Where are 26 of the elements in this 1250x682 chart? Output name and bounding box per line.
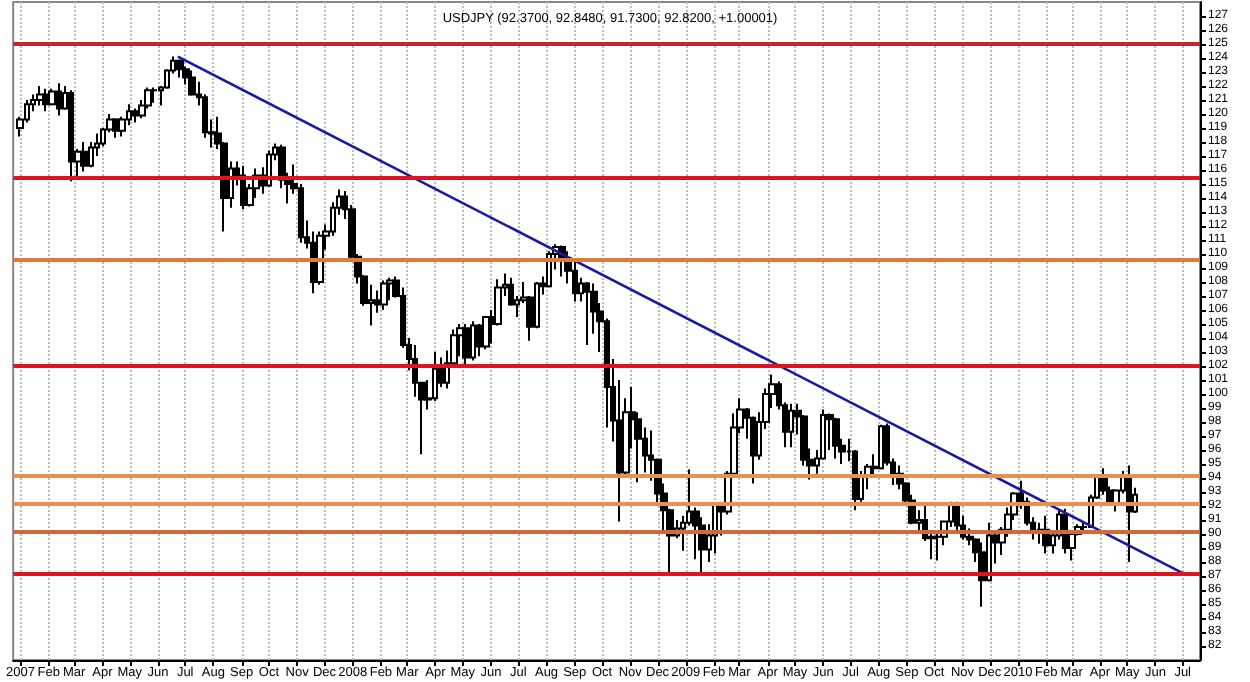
candlestick bbox=[150, 86, 158, 104]
candlestick bbox=[80, 141, 88, 173]
candlestick bbox=[462, 323, 470, 369]
candlestick bbox=[176, 58, 184, 79]
candlestick bbox=[36, 85, 44, 107]
candlestick bbox=[56, 82, 62, 117]
candlestick bbox=[316, 230, 324, 286]
candlestick bbox=[476, 323, 482, 358]
candlestick bbox=[386, 276, 394, 302]
candlestick bbox=[832, 416, 840, 460]
candlestick bbox=[68, 89, 74, 183]
candlestick bbox=[750, 415, 756, 485]
candlestick bbox=[368, 283, 374, 327]
candlestick bbox=[432, 351, 438, 402]
candlestick bbox=[584, 281, 590, 346]
candlestick bbox=[470, 320, 476, 362]
candlestick bbox=[48, 87, 56, 107]
candlestick bbox=[88, 141, 94, 169]
candlestick bbox=[482, 316, 490, 351]
candlestick bbox=[380, 279, 388, 311]
candlestick bbox=[788, 402, 794, 449]
candlestick bbox=[132, 107, 138, 124]
candlestick bbox=[1100, 467, 1108, 496]
candlestick bbox=[144, 86, 152, 110]
candlestick bbox=[456, 323, 464, 358]
candlestick bbox=[878, 423, 884, 471]
